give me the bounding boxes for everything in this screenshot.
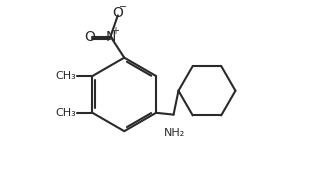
Text: O: O [112,6,123,20]
Text: +: + [111,26,119,36]
Text: N: N [105,30,116,44]
Text: CH₃: CH₃ [55,71,76,81]
Text: −: − [119,1,127,12]
Text: NH₂: NH₂ [164,128,185,138]
Text: O: O [84,30,95,44]
Text: CH₃: CH₃ [55,108,76,118]
